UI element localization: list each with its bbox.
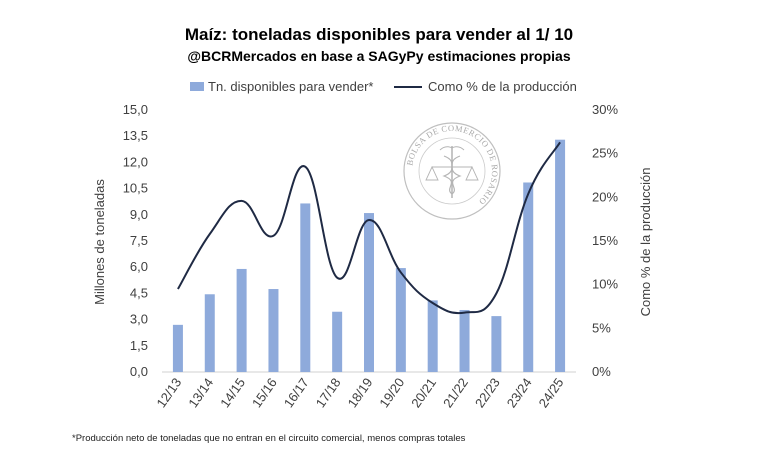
bar-23/24: [523, 182, 534, 372]
chart-title: Maíz: toneladas disponibles para vender …: [185, 25, 573, 44]
y-tick-left: 7,5: [130, 233, 148, 248]
bar-15/16: [268, 289, 279, 372]
x-tick: 18/19: [345, 375, 376, 410]
chart-subtitle: @BCRMercados en base a SAGyPy estimacion…: [187, 48, 570, 64]
x-tick: 12/13: [153, 375, 184, 410]
y-tick-left: 12,0: [123, 154, 148, 169]
y-tick-right: 30%: [592, 102, 618, 117]
y-tick-left: 6,0: [130, 259, 148, 274]
y-tick-left: 1,5: [130, 338, 148, 353]
x-tick: 22/23: [472, 375, 503, 410]
y-tick-left: 3,0: [130, 312, 148, 327]
y-tick-left: 13,5: [123, 128, 148, 143]
x-tick: 16/17: [281, 375, 312, 410]
y-tick-left: 9,0: [130, 207, 148, 222]
bar-13/14: [204, 294, 215, 372]
y-tick-left: 10,5: [123, 181, 148, 196]
y-tick-right: 15%: [592, 233, 618, 248]
y-axis-left-label: Millones de toneladas: [92, 179, 107, 305]
y-ticks-right: 0% 5% 10% 15% 20% 25% 30%: [592, 102, 618, 379]
y-tick-right: 0%: [592, 364, 611, 379]
percent-production-line: [177, 141, 561, 315]
footnote: *Producción neto de toneladas que no ent…: [72, 433, 466, 444]
y-tick-right: 25%: [592, 146, 618, 161]
x-tick: 17/18: [313, 375, 344, 410]
x-tick: 15/16: [249, 375, 280, 410]
x-ticks: 12/13 13/14 14/15 15/16 16/17 17/18 18/19 19/20…: [153, 375, 566, 410]
y-tick-left: 15,0: [123, 102, 148, 117]
bar-20/21: [427, 300, 438, 372]
x-tick: 24/25: [536, 375, 567, 410]
x-tick: 20/21: [408, 375, 439, 410]
y-tick-right: 20%: [592, 189, 618, 204]
bar-14/15: [236, 268, 247, 372]
y-tick-right: 5%: [592, 320, 611, 335]
legend-bar-swatch: [190, 82, 204, 91]
y-tick-left: 4,5: [130, 285, 148, 300]
bars-group: [172, 139, 566, 372]
x-tick: 13/14: [185, 375, 216, 410]
line-group: [177, 141, 561, 315]
x-tick: 23/24: [504, 375, 535, 410]
bar-22/23: [491, 316, 502, 372]
bar-24/25: [555, 139, 566, 372]
y-tick-left: 0,0: [130, 364, 148, 379]
x-tick: 14/15: [217, 375, 248, 410]
caduceus-seal-icon: BOLSA DE COMERCIO DE ROSARIO: [403, 122, 501, 220]
y-tick-right: 10%: [592, 277, 618, 292]
bar-18/19: [364, 213, 374, 372]
bar-16/17: [300, 203, 311, 372]
bar-12/13: [172, 324, 183, 372]
y-ticks-left: 0,0 1,5 3,0 4,5 6,0 7,5 9,0 10,5 12,0 13,5 15,0: [123, 102, 148, 379]
x-tick: 19/20: [376, 375, 407, 410]
bar-17/18: [332, 311, 343, 372]
x-tick: 21/22: [440, 375, 471, 410]
y-axis-right-label: Como % de la producción: [638, 168, 653, 317]
legend-bar-label: Tn. disponibles para vender*: [208, 79, 374, 94]
bar-19/20: [395, 268, 406, 372]
bar-21/22: [459, 309, 470, 372]
legend: Tn. disponibles para vender* Como % de l…: [190, 79, 577, 94]
legend-line-label: Como % de la producción: [428, 79, 577, 94]
